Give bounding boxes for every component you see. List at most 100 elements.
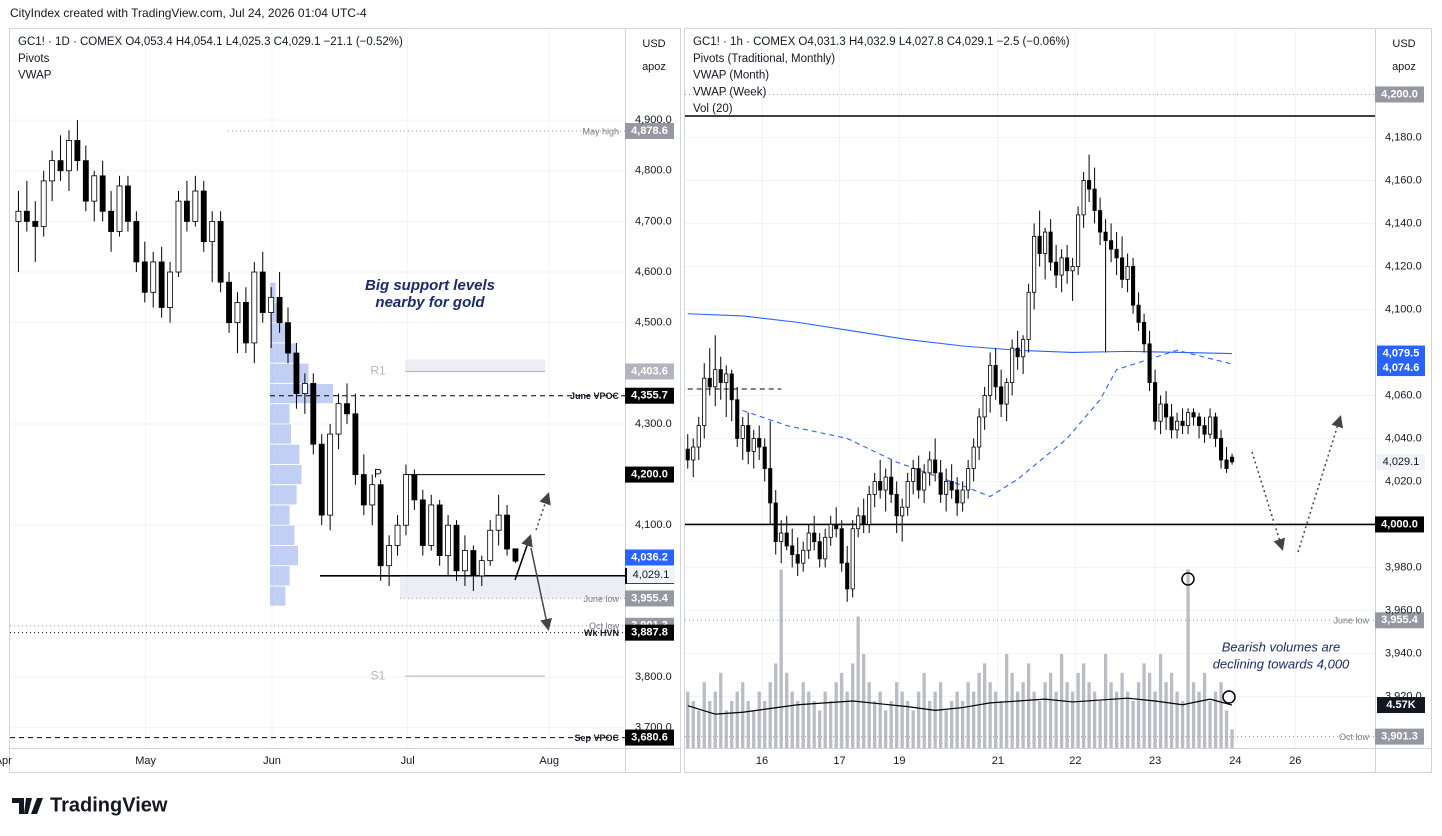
volume-bar <box>1136 682 1141 748</box>
price-label: 4,029.1 <box>633 569 670 581</box>
annotation: nearby for gold <box>375 294 485 311</box>
volume-profile-bar <box>270 566 290 586</box>
x-tick-label: May <box>135 755 156 767</box>
candle-body <box>1131 266 1136 306</box>
y-tick-label: 4,120.0 <box>1385 260 1422 272</box>
volume-bar <box>779 569 783 748</box>
volume-bar <box>1109 682 1113 748</box>
volume-bar <box>906 701 910 748</box>
candle-body <box>1109 240 1114 250</box>
candle-body <box>999 386 1004 405</box>
volume-bar <box>1048 672 1053 748</box>
candle-body <box>175 200 182 273</box>
candle-body <box>158 261 165 308</box>
x-tick-label: 17 <box>833 755 845 767</box>
annotation: Bearish volumes are <box>1222 639 1341 654</box>
volume-bar <box>961 701 965 748</box>
volume-bar <box>845 691 849 748</box>
candle-body <box>1169 416 1174 431</box>
candle-body <box>1081 180 1086 216</box>
candle-body <box>99 175 106 212</box>
candle-body <box>828 524 833 538</box>
x-tick-label: Aug <box>539 755 559 767</box>
candle-body <box>32 220 39 227</box>
candle-body <box>718 369 723 383</box>
candle-body <box>1147 343 1152 383</box>
candle-body <box>352 413 359 475</box>
level-name: May high <box>582 126 619 136</box>
y-tick-label: 4,140.0 <box>1385 217 1422 229</box>
candle-body <box>982 395 987 418</box>
candle-body <box>779 532 784 543</box>
candle-body <box>960 489 965 504</box>
volume-bar <box>944 710 948 748</box>
volume-bar <box>1208 701 1212 748</box>
candle-body <box>1043 231 1048 254</box>
y-tick-label: 4,600.0 <box>635 266 672 278</box>
level-name: Wk HVN <box>584 628 619 638</box>
candle-body <box>1219 438 1224 461</box>
volume-bar <box>939 682 943 748</box>
scale-mode: apoz <box>1392 61 1416 73</box>
candle-body <box>872 481 877 495</box>
legend-item: Pivots (Traditional, Monthly) <box>693 53 835 65</box>
candle-body <box>944 481 949 495</box>
volume-bar <box>1125 691 1130 748</box>
level-name: June low <box>1333 616 1369 626</box>
candle-body <box>141 261 148 293</box>
candle-body <box>768 468 773 504</box>
volume-bar <box>801 682 805 748</box>
volume-ma <box>687 697 1233 715</box>
price-label: 3,955.4 <box>1381 614 1419 626</box>
candle-body <box>691 446 696 461</box>
volume-bar <box>856 616 860 748</box>
candle-body <box>685 448 690 461</box>
highlight-circle <box>1181 572 1195 586</box>
volume-bar <box>757 691 761 748</box>
y-tick-label: 4,060.0 <box>1385 389 1422 401</box>
candle-body <box>116 185 123 232</box>
price-label-box <box>625 363 674 380</box>
volume-profile-bar <box>270 383 333 404</box>
volume-bar <box>928 701 932 748</box>
candle-body <box>938 472 943 495</box>
x-tick-label: 22 <box>1069 755 1081 767</box>
volume-bar <box>1224 710 1229 748</box>
volume-profile-bar <box>270 363 309 383</box>
candle-body <box>344 403 350 415</box>
candle-body <box>259 271 266 313</box>
candle-body <box>1142 321 1147 345</box>
volume-bar <box>982 663 987 748</box>
volume-profile-bar <box>270 505 290 525</box>
volume-profile-bar <box>270 545 298 566</box>
candle-body <box>1202 425 1207 435</box>
legend-item: VWAP <box>18 70 52 82</box>
y-tick-label: 4,900.0 <box>635 114 672 126</box>
volume-bar <box>768 682 772 748</box>
candle-body <box>795 554 800 564</box>
x-tick-label: 21 <box>992 755 1004 767</box>
volume-bar <box>878 691 882 748</box>
volume-bar <box>1219 682 1223 748</box>
volume-profile-bar <box>270 343 297 363</box>
price-label: 4,074.6 <box>1383 362 1420 374</box>
candle-body <box>217 220 224 283</box>
volume-bar <box>1004 654 1009 748</box>
volume-bar <box>812 701 816 748</box>
x-tick-label: Jul <box>401 755 415 767</box>
volume-bar <box>719 672 723 748</box>
candle-body <box>1230 456 1235 463</box>
candle-body <box>91 175 98 202</box>
candle-body <box>1103 231 1108 242</box>
candle-body <box>1114 248 1119 259</box>
candle-body <box>394 524 401 546</box>
volume-bar <box>1230 729 1234 748</box>
volume-bar <box>1164 682 1168 748</box>
candle-body <box>15 210 22 222</box>
candle-body <box>512 548 519 562</box>
y-tick-label: 3,700.0 <box>635 722 672 734</box>
candle-body <box>1125 266 1130 280</box>
volume-profile-bar <box>270 323 288 343</box>
candle-body <box>411 474 418 501</box>
